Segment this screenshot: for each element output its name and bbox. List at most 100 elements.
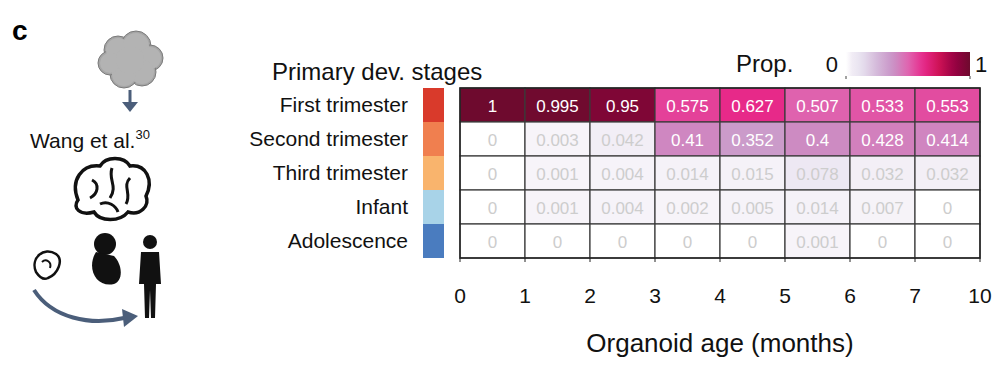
figure-root: cWang et al.30Primary dev. stagesFirst t… (0, 0, 1000, 380)
x-axis-label: Organoid age (months) (586, 328, 853, 358)
cell-label: 0.4 (806, 131, 830, 150)
row-swatch (423, 224, 444, 258)
x-tick-label: 2 (584, 284, 596, 307)
heatmap-cell (785, 156, 850, 190)
x-tick (850, 258, 851, 262)
x-tick-label: 6 (844, 284, 856, 307)
cell-labels: 10.9950.950.5750.6270.5070.5330.55300.00… (488, 97, 969, 252)
cell-label: 0 (748, 233, 757, 252)
cell-label: 0.032 (926, 165, 969, 184)
cell-label: 0.004 (601, 165, 644, 184)
heatmap-cells (460, 88, 980, 258)
cell-label: 0.003 (536, 131, 579, 150)
x-tick (590, 258, 591, 262)
heatmap-cell (720, 224, 785, 258)
cell-label: 0.001 (796, 233, 839, 252)
cell-label: 0.352 (731, 131, 774, 150)
cell-label: 0.005 (731, 199, 774, 218)
colorbar-tick-label: 0 (826, 52, 838, 77)
heatmap-cell (850, 224, 915, 258)
arrow (129, 90, 132, 104)
row-swatch (423, 156, 444, 190)
heatmap-frame (460, 88, 980, 258)
colorbar-tick (970, 76, 971, 79)
cell-label: 0.042 (601, 131, 644, 150)
heatmap-cell (525, 156, 590, 190)
x-tick-label: 4 (714, 284, 726, 307)
heatmap-cell (915, 156, 980, 190)
heatmap-cell (590, 190, 655, 224)
x-tick (655, 258, 656, 262)
cell-label: 0.007 (861, 199, 904, 218)
cell-label: 0.032 (861, 165, 904, 184)
organoid-icon (116, 46, 144, 74)
heatmap-cell (720, 88, 785, 122)
cell-label: 0 (488, 131, 497, 150)
heatmap-cell (525, 224, 590, 258)
cell-label: 0 (878, 233, 887, 252)
heatmap-cell (460, 224, 525, 258)
cell-label: 0.553 (926, 97, 969, 116)
x-tick-label: 10 (968, 284, 991, 307)
heatmap-cell (460, 88, 525, 122)
heatmap-cell (850, 190, 915, 224)
x-tick (915, 258, 916, 262)
heatmap-cell (785, 190, 850, 224)
x-tick (980, 258, 981, 262)
cell-label: 0 (488, 165, 497, 184)
person-icon (143, 235, 157, 249)
heatmap-cell (590, 156, 655, 190)
heatmap-cell (525, 88, 590, 122)
heatmap-cell (720, 122, 785, 156)
colorbar (846, 52, 970, 76)
x-tick-label: 0 (454, 284, 466, 307)
cell-label: 0 (488, 233, 497, 252)
x-tick (460, 258, 461, 262)
cell-label: 0.41 (671, 131, 704, 150)
x-tick (720, 258, 721, 262)
cell-label: 0.015 (731, 165, 774, 184)
x-tick-label: 1 (519, 284, 531, 307)
row-label: First trimester (280, 93, 408, 116)
cell-label: 0.001 (536, 165, 579, 184)
cell-label: 0.004 (601, 199, 644, 218)
heatmap-cell (525, 190, 590, 224)
cell-label: 0.575 (666, 97, 709, 116)
heatmap-cell (590, 122, 655, 156)
icons (34, 31, 163, 327)
cell-label: 0 (683, 233, 692, 252)
heatmap-cell (785, 88, 850, 122)
x-tick-label: 3 (649, 284, 661, 307)
fetus-icon (92, 252, 121, 285)
row-swatch (423, 122, 444, 156)
x-tick (525, 258, 526, 262)
heatmap-cell (850, 156, 915, 190)
heatmap-cell (850, 88, 915, 122)
x-tick-label: 5 (779, 284, 791, 307)
heatmap-cell (785, 224, 850, 258)
timeline-arrow (34, 290, 124, 321)
cell-label: 0.014 (796, 199, 839, 218)
chart-svg: cWang et al.30Primary dev. stagesFirst t… (0, 0, 1000, 380)
arrow-head (122, 102, 138, 112)
timeline-arrow-head (122, 309, 138, 327)
cell-label: 0 (488, 199, 497, 218)
colorbar-label: Prop. (736, 50, 793, 77)
colorbar-tick (846, 76, 847, 79)
heatmap-cell (655, 88, 720, 122)
heatmap-cell (720, 190, 785, 224)
row-label: Third trimester (273, 161, 408, 184)
row-swatch (423, 190, 444, 224)
heatmap-cell (460, 156, 525, 190)
cell-label: 0.014 (666, 165, 709, 184)
brain-icon (75, 159, 149, 220)
cell-label: 0.414 (926, 131, 969, 150)
heatmap-cell (850, 122, 915, 156)
heatmap-cell (785, 122, 850, 156)
brain-folds (90, 168, 130, 212)
heatmap-cell (655, 122, 720, 156)
colorbar-tick-label: 1 (975, 52, 987, 77)
row-label: Second trimester (249, 127, 408, 150)
cell-label: 0 (943, 233, 952, 252)
cell-label: 0.507 (796, 97, 839, 116)
